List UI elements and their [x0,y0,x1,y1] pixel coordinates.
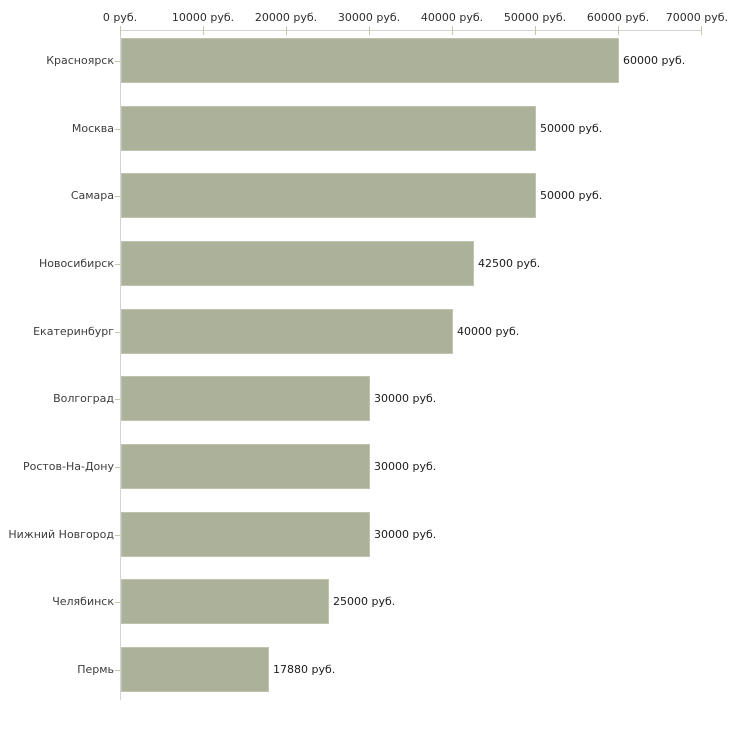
category-label: Волгоград [53,392,114,405]
bar [121,376,370,421]
x-tick-label: 0 руб. [102,11,138,24]
bar [121,309,453,354]
value-label: 60000 руб. [623,54,686,67]
value-label: 42500 руб. [478,257,541,270]
category-label: Пермь [77,663,114,676]
category-label: Ростов-На-Дону [22,460,114,473]
y-tick [115,467,120,468]
x-tick-label: 40000 руб. [420,11,484,24]
x-tick [203,26,204,35]
value-label: 50000 руб. [540,189,603,202]
x-tick-label: 20000 руб. [254,11,318,24]
y-axis-line [120,30,121,700]
x-tick-label: 10000 руб. [171,11,235,24]
x-tick [369,26,370,35]
category-label: Красноярск [46,54,114,67]
x-tick-label: 60000 руб. [586,11,650,24]
bar [121,444,370,489]
y-tick [115,264,120,265]
bar [121,38,619,83]
y-tick [115,129,120,130]
bar [121,241,474,286]
value-label: 30000 руб. [374,460,437,473]
y-tick [115,61,120,62]
x-tick-label: 30000 руб. [337,11,401,24]
x-tick [535,26,536,35]
bar [121,579,329,624]
category-label: Самара [70,189,114,202]
value-label: 17880 руб. [273,663,336,676]
category-label: Нижний Новгород [8,528,114,541]
x-axis-line [120,30,701,31]
category-label: Новосибирск [38,257,114,270]
bar [121,512,370,557]
y-tick [115,399,120,400]
category-label: Екатеринбург [33,325,114,338]
x-tick [286,26,287,35]
y-tick [115,602,120,603]
y-tick [115,196,120,197]
x-tick-label: 70000 руб. [665,11,728,24]
x-tick [120,26,121,35]
x-tick [701,26,702,35]
value-label: 40000 руб. [457,325,520,338]
value-label: 50000 руб. [540,122,603,135]
x-tick [618,26,619,35]
y-tick [115,670,120,671]
bar [121,106,536,151]
value-label: 25000 руб. [333,595,396,608]
y-tick [115,535,120,536]
y-tick [115,332,120,333]
x-tick-label: 50000 руб. [503,11,567,24]
value-label: 30000 руб. [374,392,437,405]
bar [121,173,536,218]
value-label: 30000 руб. [374,528,437,541]
category-label: Москва [71,122,114,135]
category-label: Челябинск [52,595,114,608]
bar [121,647,269,692]
x-tick [452,26,453,35]
